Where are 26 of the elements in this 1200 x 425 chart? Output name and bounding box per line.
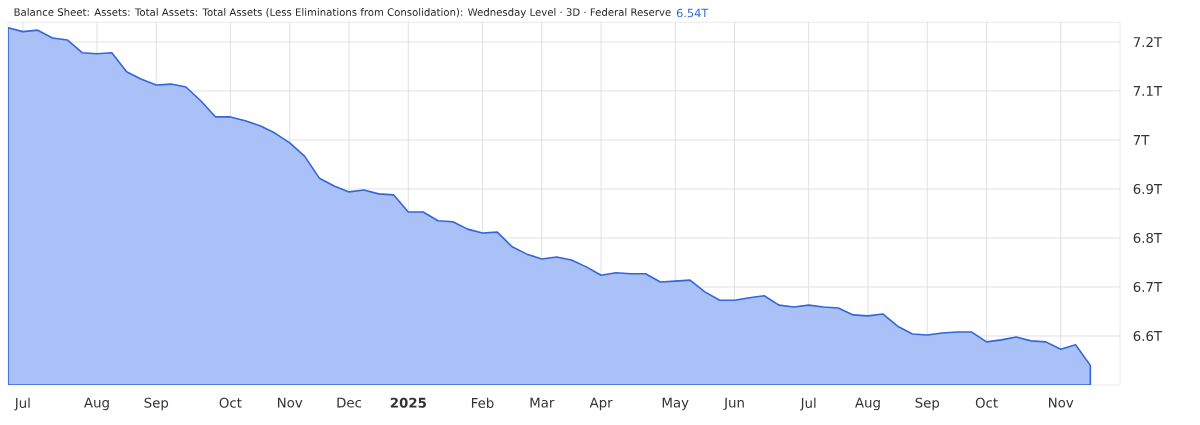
y-tick-label: 6.6T [1133, 330, 1163, 342]
x-tick-label: Jul [14, 397, 30, 411]
y-tick-label: 6.7T [1133, 281, 1163, 293]
x-tick-label: Oct [219, 397, 242, 408]
x-tick-label: Mar [530, 397, 555, 408]
x-tick-label: Jun [723, 397, 744, 411]
y-tick-label: 7.1T [1133, 86, 1163, 96]
x-tick-label: Sep [144, 397, 169, 411]
x-tick-label: Feb [471, 397, 494, 409]
x-tick-label: Dec [337, 397, 362, 408]
x-tick-label: Oct [975, 397, 998, 408]
x-tick-label: 2025 [390, 397, 426, 408]
x-tick-label: Sep [915, 397, 940, 411]
x-tick-label: Aug [84, 397, 109, 411]
chart-title: Balance Sheet: Assets: Total Assets: Total Assets (Less Eliminations from Consolidation): Wednesday Level · 3D · Federal Reserve [14, 8, 671, 18]
x-tick-label: Jul [799, 397, 816, 411]
x-tick-label: Nov [278, 397, 303, 408]
x-tick-label: Apr [589, 397, 613, 411]
y-tick-label: 6.9T [1133, 183, 1163, 194]
y-tick-label: 7T [1133, 135, 1150, 145]
y-tick-label: 6.8T [1133, 232, 1163, 244]
x-tick-label: May [662, 397, 689, 411]
y-tick-label: 7.2T [1133, 36, 1163, 47]
x-tick-label: Nov [1049, 397, 1074, 408]
x-tick-label: Aug [855, 397, 880, 411]
text: 6.54T [676, 8, 709, 18]
